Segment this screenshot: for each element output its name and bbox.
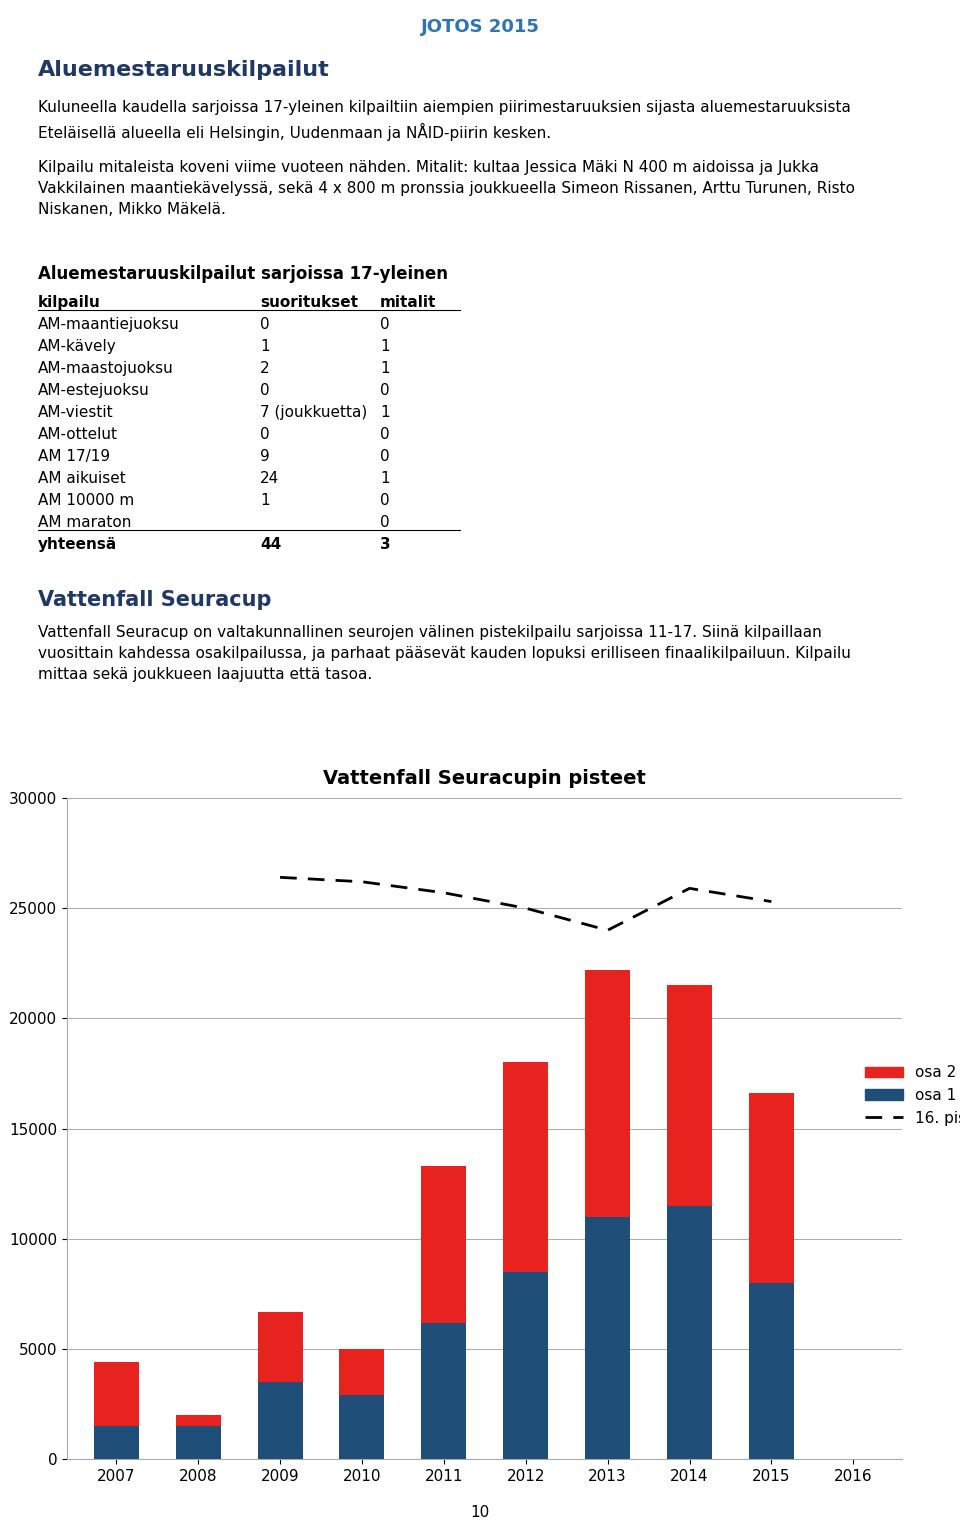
Text: AM-kävely: AM-kävely <box>38 339 117 354</box>
Text: AM-maantiejuoksu: AM-maantiejuoksu <box>38 318 180 331</box>
Text: 0: 0 <box>380 318 390 331</box>
Bar <box>585 1216 630 1459</box>
Bar <box>667 985 712 1205</box>
Text: 0: 0 <box>260 427 270 442</box>
16. pisteet <box>275 868 286 886</box>
Text: 1: 1 <box>380 471 390 486</box>
Text: 0: 0 <box>380 492 390 508</box>
Text: 0: 0 <box>260 383 270 398</box>
Bar <box>94 1426 139 1459</box>
Text: AM 10000 m: AM 10000 m <box>38 492 134 508</box>
Bar <box>340 1350 385 1395</box>
Text: Kilpailu mitaleista koveni viime vuoteen nähden. Mitalit: kultaa Jessica Mäki N : Kilpailu mitaleista koveni viime vuoteen… <box>38 160 855 217</box>
Bar <box>585 970 630 1216</box>
Text: 0: 0 <box>380 427 390 442</box>
Text: suoritukset: suoritukset <box>260 295 358 310</box>
Text: Vattenfall Seuracup on valtakunnallinen seurojen välinen pistekilpailu sarjoissa: Vattenfall Seuracup on valtakunnallinen … <box>38 625 851 682</box>
16. pisteet <box>766 892 778 910</box>
16. pisteet <box>684 879 695 897</box>
Text: 10: 10 <box>470 1505 490 1520</box>
Text: yhteensä: yhteensä <box>38 537 117 552</box>
Bar <box>176 1415 221 1426</box>
Bar <box>749 1283 794 1459</box>
Text: Kuluneella kaudella sarjoissa 17-yleinen kilpailtiin aiempien piirimestaruuksien: Kuluneella kaudella sarjoissa 17-yleinen… <box>38 100 851 140</box>
Text: 0: 0 <box>380 515 390 530</box>
Bar <box>94 1362 139 1426</box>
Bar <box>667 1205 712 1459</box>
Bar <box>749 1093 794 1283</box>
Text: AM-maastojuoksu: AM-maastojuoksu <box>38 362 174 375</box>
Text: 0: 0 <box>380 448 390 464</box>
Bar <box>257 1312 302 1382</box>
Bar <box>340 1395 385 1459</box>
Text: kilpailu: kilpailu <box>38 295 101 310</box>
Text: AM aikuiset: AM aikuiset <box>38 471 126 486</box>
Bar <box>421 1166 467 1322</box>
Text: 1: 1 <box>260 492 270 508</box>
Text: 7 (joukkuetta): 7 (joukkuetta) <box>260 404 368 420</box>
Text: 3: 3 <box>380 537 391 552</box>
16. pisteet <box>356 872 368 891</box>
Text: AM-estejuoksu: AM-estejuoksu <box>38 383 150 398</box>
Text: Aluemestaruuskilpailut: Aluemestaruuskilpailut <box>38 59 329 81</box>
16. pisteet <box>602 921 613 939</box>
Title: Vattenfall Seuracupin pisteet: Vattenfall Seuracupin pisteet <box>324 769 646 787</box>
Text: Aluemestaruuskilpailut sarjoissa 17-yleinen: Aluemestaruuskilpailut sarjoissa 17-ylei… <box>38 264 448 283</box>
Bar <box>503 1272 548 1459</box>
Text: 24: 24 <box>260 471 279 486</box>
16. pisteet <box>520 898 532 917</box>
Text: mitalit: mitalit <box>380 295 437 310</box>
Text: AM-viestit: AM-viestit <box>38 404 113 420</box>
Bar <box>421 1322 467 1459</box>
Text: 1: 1 <box>380 404 390 420</box>
Line: 16. pisteet: 16. pisteet <box>280 877 772 930</box>
Text: 44: 44 <box>260 537 281 552</box>
Text: AM-ottelut: AM-ottelut <box>38 427 118 442</box>
Text: AM maraton: AM maraton <box>38 515 132 530</box>
Legend: osa 2, osa 1, 16. pisteet: osa 2, osa 1, 16. pisteet <box>858 1059 960 1132</box>
Text: 0: 0 <box>260 318 270 331</box>
Text: Vattenfall Seuracup: Vattenfall Seuracup <box>38 590 272 610</box>
Text: 1: 1 <box>260 339 270 354</box>
Text: JOTOS 2015: JOTOS 2015 <box>420 18 540 36</box>
Bar <box>176 1426 221 1459</box>
Text: 1: 1 <box>380 362 390 375</box>
Bar <box>257 1382 302 1459</box>
Text: 2: 2 <box>260 362 270 375</box>
Text: 1: 1 <box>380 339 390 354</box>
16. pisteet <box>438 883 449 901</box>
Text: AM 17/19: AM 17/19 <box>38 448 110 464</box>
Text: 0: 0 <box>380 383 390 398</box>
Text: 9: 9 <box>260 448 270 464</box>
Bar <box>503 1062 548 1272</box>
